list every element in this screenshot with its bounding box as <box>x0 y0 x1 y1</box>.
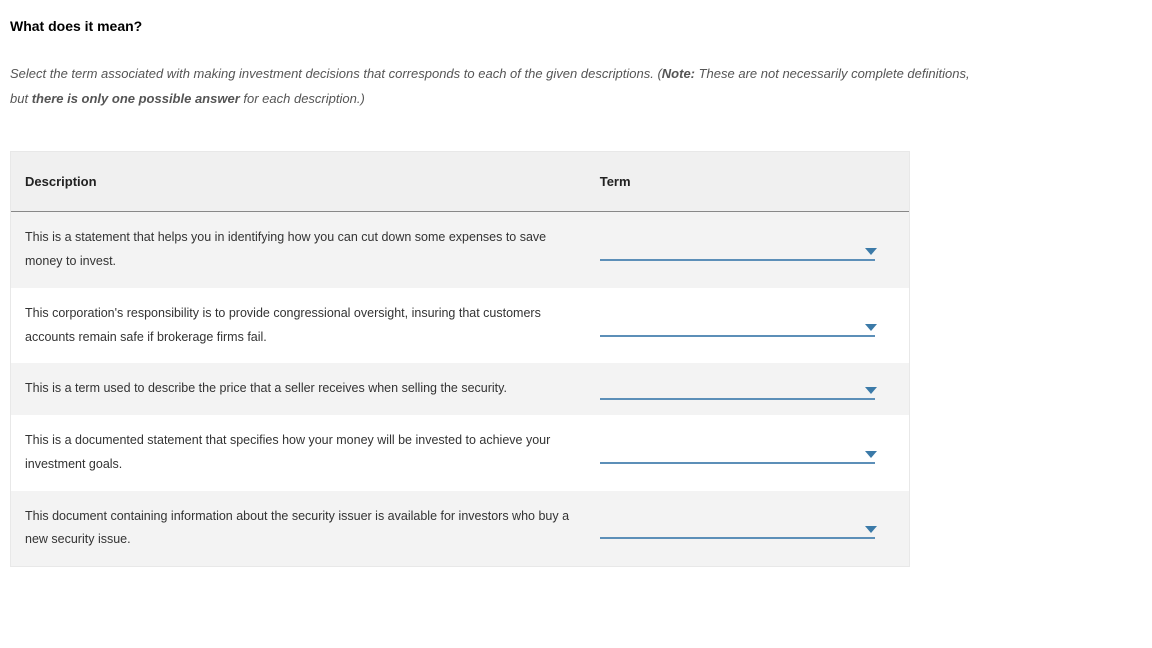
table-row: This document containing information abo… <box>11 491 909 567</box>
term-dropdown[interactable] <box>600 378 875 400</box>
table-row: This is a term used to describe the pric… <box>11 363 909 415</box>
header-description: Description <box>11 152 586 211</box>
instructions-note-label: Note: <box>662 66 695 81</box>
term-dropdown[interactable] <box>600 315 875 337</box>
row-description: This corporation's responsibility is to … <box>11 288 586 364</box>
term-dropdown[interactable] <box>600 517 875 539</box>
chevron-down-icon <box>865 387 877 394</box>
table-header-row: Description Term <box>11 152 909 212</box>
instructions-pre: Select the term associated with making i… <box>10 66 662 81</box>
chevron-down-icon <box>865 526 877 533</box>
chevron-down-icon <box>865 451 877 458</box>
table-body: This is a statement that helps you in id… <box>11 212 909 566</box>
chevron-down-icon <box>865 324 877 331</box>
header-term: Term <box>586 152 909 211</box>
table-row: This corporation's responsibility is to … <box>11 288 909 364</box>
row-description: This is a term used to describe the pric… <box>11 363 586 415</box>
terms-table: Description Term This is a statement tha… <box>10 151 910 567</box>
row-description: This document containing information abo… <box>11 491 586 567</box>
term-dropdown[interactable] <box>600 239 875 261</box>
chevron-down-icon <box>865 248 877 255</box>
row-description: This is a statement that helps you in id… <box>11 212 586 288</box>
table-row: This is a statement that helps you in id… <box>11 212 909 288</box>
instructions-bold: there is only one possible answer <box>32 91 240 106</box>
page-heading: What does it mean? <box>10 18 1142 34</box>
row-description: This is a documented statement that spec… <box>11 415 586 491</box>
instructions-post: for each description.) <box>240 91 365 106</box>
table-row: This is a documented statement that spec… <box>11 415 909 491</box>
instructions: Select the term associated with making i… <box>10 62 990 111</box>
term-dropdown[interactable] <box>600 442 875 464</box>
